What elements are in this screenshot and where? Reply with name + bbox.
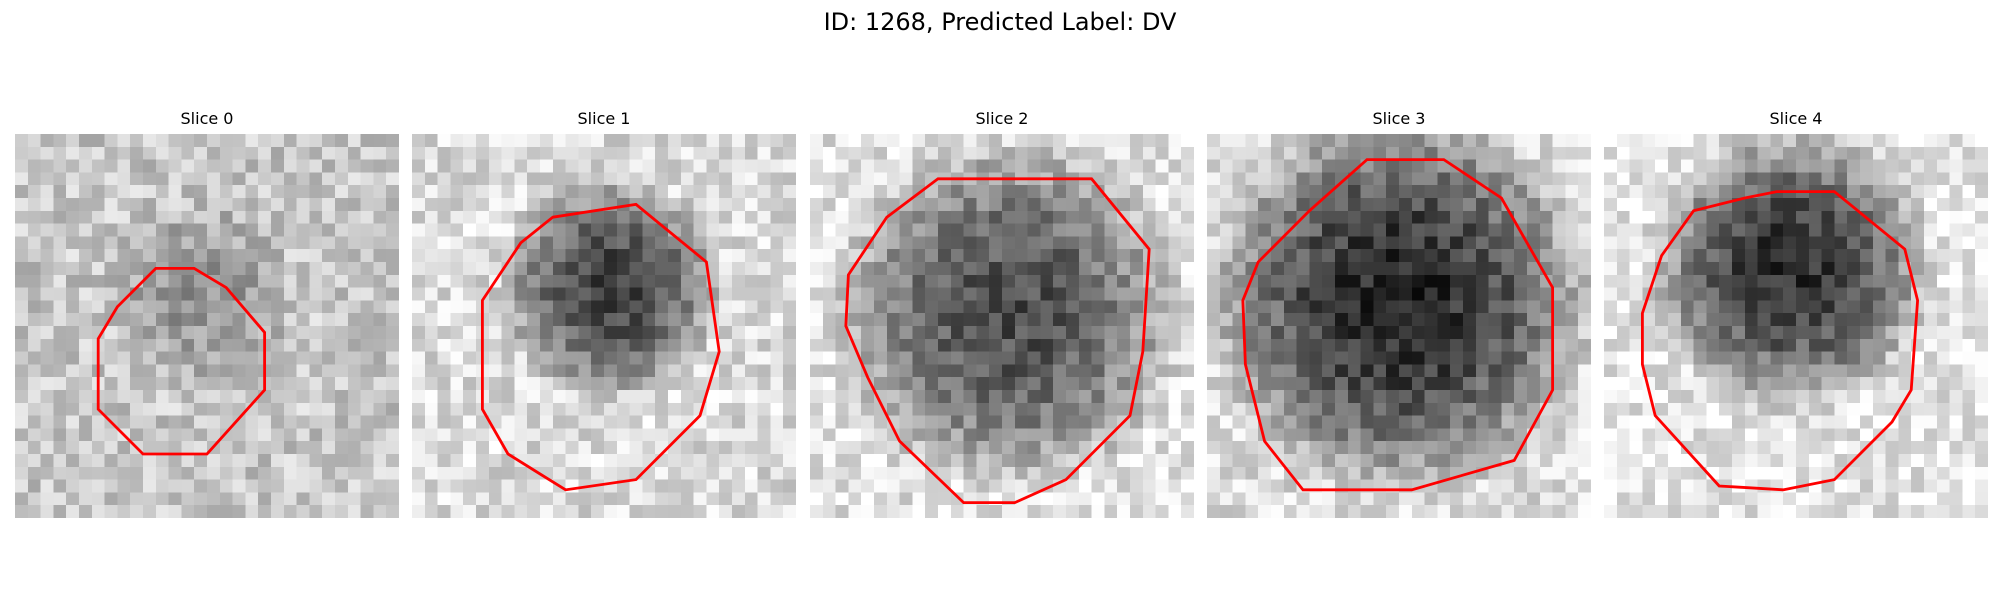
- slice-title: Slice 3: [1372, 109, 1426, 128]
- segmentation-contour: [96, 266, 267, 456]
- segmentation-contour: [480, 202, 721, 492]
- slice-image: [15, 134, 399, 518]
- slice-panel-0: Slice 0: [15, 108, 399, 518]
- slice-panel-4: Slice 4: [1604, 108, 1988, 518]
- slice-image: [810, 134, 1194, 518]
- slice-panel-2: Slice 2: [810, 108, 1194, 518]
- slice-panel-3: Slice 3: [1207, 108, 1591, 518]
- segmentation-contour: [844, 177, 1151, 505]
- slice-title: Slice 0: [180, 109, 234, 128]
- slice-title: Slice 1: [577, 109, 631, 128]
- slice-image: [1604, 134, 1988, 518]
- figure-title: ID: 1268, Predicted Label: DV: [823, 8, 1177, 36]
- slice-title: Slice 2: [975, 109, 1029, 128]
- slice-image: [412, 134, 796, 518]
- slice-panel-1: Slice 1: [412, 108, 796, 518]
- slice-title: Slice 4: [1769, 109, 1823, 128]
- slice-image: [1207, 134, 1591, 518]
- segmentation-contour: [1241, 158, 1555, 492]
- segmentation-contour: [1640, 190, 1920, 492]
